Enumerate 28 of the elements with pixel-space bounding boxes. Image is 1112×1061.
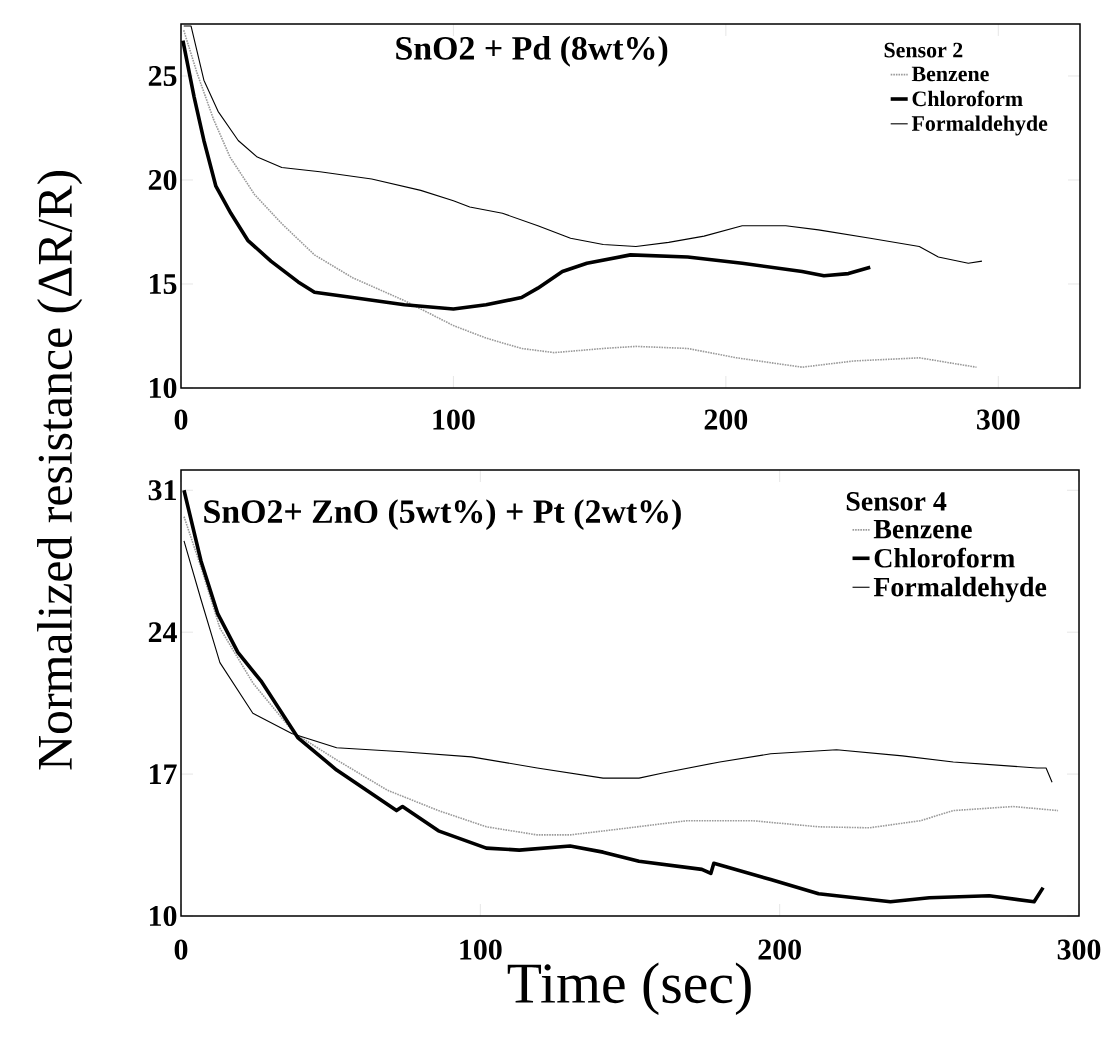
legend-label: Benzene [911,66,989,82]
x-tick-label: 0 [174,939,188,960]
y-tick-label: 31 [148,480,176,501]
y-tick-label: 10 [149,377,177,399]
x-tick-label: 100 [460,939,502,960]
y-tick-label: 25 [148,65,177,87]
x-tick-label: 200 [704,409,748,430]
x-tick-label: 100 [433,409,475,430]
legend-label: Chloroform [912,90,1023,107]
x-tick-label: 200 [758,939,801,960]
legend-label: Formaldehyde [911,115,1048,136]
x-tick-label: 300 [976,409,1020,430]
x-axis-title: Time (sec) [507,962,751,1015]
y-tick-label: 10 [149,905,177,927]
legend-title: Sensor 4 [846,492,947,511]
legend-label: Chloroform [874,547,1015,568]
x-tick-label: 300 [1057,939,1101,960]
y-tick-label: 15 [149,273,177,295]
legend-label: Benzene [873,519,972,539]
y-tick-label: 20 [148,169,177,191]
y-axis-title: Normalized resistance (ΔR/R) [37,171,83,770]
text: SnO2+ ZnO (5wt%) + Pt (2wt%) [204,499,681,530]
x-tick-label: 0 [174,409,188,430]
legend-label: Formaldehyde [873,576,1047,603]
y-tick-label: 24 [148,622,177,643]
y-tick-label: 17 [149,764,177,784]
legend-title: Sensor 2 [884,42,963,58]
chart-title: SnO2 + Pd (8wt%) [396,35,668,67]
